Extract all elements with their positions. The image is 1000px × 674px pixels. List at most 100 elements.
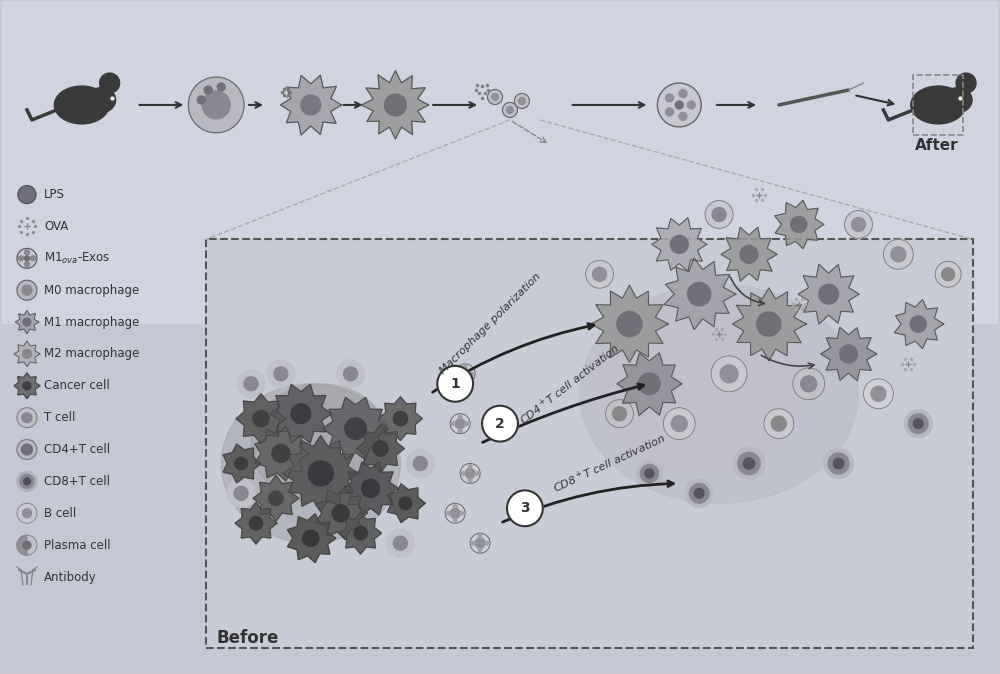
Circle shape xyxy=(506,106,513,113)
Circle shape xyxy=(22,349,31,359)
Circle shape xyxy=(23,478,30,485)
Polygon shape xyxy=(281,75,341,135)
Circle shape xyxy=(23,381,31,390)
Text: Cancer cell: Cancer cell xyxy=(44,379,110,392)
Circle shape xyxy=(17,535,37,555)
Circle shape xyxy=(586,260,614,288)
Circle shape xyxy=(465,422,469,425)
Circle shape xyxy=(666,108,674,116)
Ellipse shape xyxy=(580,284,859,503)
Polygon shape xyxy=(283,435,359,512)
Circle shape xyxy=(217,83,225,91)
Circle shape xyxy=(666,94,674,102)
Circle shape xyxy=(18,185,36,204)
Polygon shape xyxy=(15,311,39,334)
Circle shape xyxy=(733,448,765,479)
Circle shape xyxy=(871,386,886,401)
Circle shape xyxy=(475,472,479,475)
Circle shape xyxy=(463,365,467,369)
Text: B cell: B cell xyxy=(44,507,76,520)
Circle shape xyxy=(451,422,455,425)
Circle shape xyxy=(891,247,906,262)
Polygon shape xyxy=(323,398,388,460)
Polygon shape xyxy=(253,475,299,521)
Text: CD8+T cell: CD8+T cell xyxy=(44,475,110,488)
Polygon shape xyxy=(721,227,777,281)
Circle shape xyxy=(227,479,255,508)
Text: Antibody: Antibody xyxy=(44,570,97,584)
Circle shape xyxy=(478,534,482,538)
Polygon shape xyxy=(357,425,404,472)
Circle shape xyxy=(18,256,23,261)
Circle shape xyxy=(17,471,37,491)
Circle shape xyxy=(670,235,688,253)
FancyBboxPatch shape xyxy=(206,239,973,648)
Circle shape xyxy=(764,408,794,439)
Circle shape xyxy=(645,469,654,478)
Circle shape xyxy=(303,530,319,546)
Circle shape xyxy=(909,414,928,433)
Circle shape xyxy=(345,418,366,439)
Circle shape xyxy=(502,102,517,117)
Circle shape xyxy=(453,505,457,508)
Polygon shape xyxy=(223,444,261,483)
Polygon shape xyxy=(315,487,368,540)
Polygon shape xyxy=(894,300,944,348)
Circle shape xyxy=(274,367,288,381)
Circle shape xyxy=(828,453,849,474)
Circle shape xyxy=(197,96,205,104)
Polygon shape xyxy=(235,502,277,544)
Circle shape xyxy=(458,429,462,433)
Circle shape xyxy=(488,90,502,104)
Circle shape xyxy=(640,464,658,483)
Ellipse shape xyxy=(590,294,809,473)
Circle shape xyxy=(253,410,269,427)
Circle shape xyxy=(475,538,485,548)
Circle shape xyxy=(344,367,358,381)
Circle shape xyxy=(406,450,434,477)
Ellipse shape xyxy=(54,86,109,124)
Circle shape xyxy=(845,210,872,239)
Circle shape xyxy=(384,94,406,116)
Circle shape xyxy=(17,248,37,268)
Circle shape xyxy=(675,101,683,109)
Ellipse shape xyxy=(251,384,390,503)
Circle shape xyxy=(20,474,34,489)
Circle shape xyxy=(771,416,786,431)
Text: CD8$^+$T cell activation: CD8$^+$T cell activation xyxy=(551,431,668,496)
Text: Plasma cell: Plasma cell xyxy=(44,539,111,551)
Circle shape xyxy=(956,73,976,93)
Circle shape xyxy=(17,503,37,523)
Bar xyxy=(2,1,998,324)
Circle shape xyxy=(237,370,265,398)
Circle shape xyxy=(711,356,747,392)
Circle shape xyxy=(468,464,472,468)
Circle shape xyxy=(22,509,31,518)
Circle shape xyxy=(685,479,713,508)
Circle shape xyxy=(24,262,29,267)
Circle shape xyxy=(687,101,695,109)
Circle shape xyxy=(308,461,333,486)
Circle shape xyxy=(852,218,865,231)
Polygon shape xyxy=(387,484,425,523)
Circle shape xyxy=(188,77,244,133)
Ellipse shape xyxy=(221,384,400,543)
Circle shape xyxy=(791,216,807,233)
Circle shape xyxy=(593,268,607,281)
Circle shape xyxy=(460,464,480,483)
Circle shape xyxy=(720,365,738,383)
Circle shape xyxy=(935,262,961,287)
Circle shape xyxy=(478,549,482,552)
Wedge shape xyxy=(17,535,27,555)
Circle shape xyxy=(883,239,913,270)
Circle shape xyxy=(793,368,825,400)
Polygon shape xyxy=(270,384,332,443)
Circle shape xyxy=(437,366,473,402)
Circle shape xyxy=(840,345,858,363)
Text: M1$_{ova}$-Exos: M1$_{ova}$-Exos xyxy=(44,251,110,266)
Circle shape xyxy=(679,113,687,121)
Circle shape xyxy=(100,73,120,93)
Circle shape xyxy=(471,541,475,545)
Circle shape xyxy=(833,458,844,468)
Circle shape xyxy=(301,95,321,115)
